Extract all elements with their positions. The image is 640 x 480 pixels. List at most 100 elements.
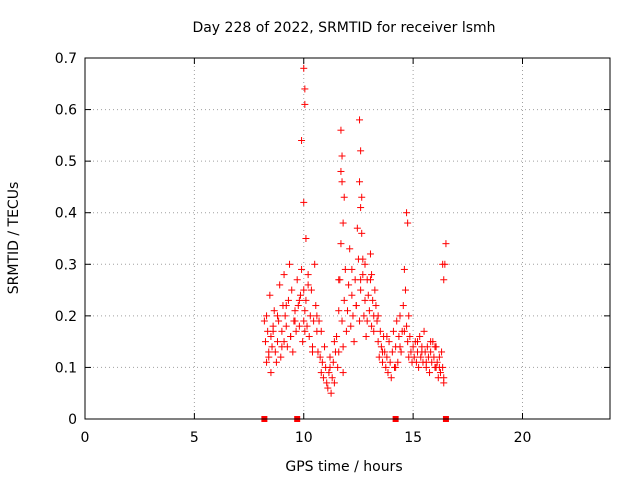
data-point xyxy=(303,322,311,330)
data-point xyxy=(278,327,286,335)
data-point xyxy=(348,291,356,299)
data-point xyxy=(357,204,365,212)
data-point xyxy=(362,332,370,340)
data-point xyxy=(365,307,373,315)
data-point xyxy=(363,317,371,325)
data-point xyxy=(373,317,381,325)
data-point xyxy=(277,353,285,361)
x-axis-label: GPS time / hours xyxy=(285,459,402,475)
axis-ticks xyxy=(84,57,610,420)
data-point xyxy=(358,193,366,201)
data-point xyxy=(269,327,277,335)
data-point xyxy=(427,338,435,346)
y-tick-label: 0 xyxy=(68,412,77,428)
data-point xyxy=(298,265,306,273)
data-point xyxy=(353,224,361,232)
data-point xyxy=(299,338,307,346)
data-point xyxy=(301,327,309,335)
data-point xyxy=(282,322,290,330)
data-point xyxy=(377,343,385,351)
data-point xyxy=(338,152,346,160)
data-point xyxy=(357,286,365,294)
data-point xyxy=(438,348,446,356)
data-point xyxy=(301,85,309,93)
x-tick-label: 15 xyxy=(404,430,422,446)
data-point xyxy=(341,265,349,273)
data-point xyxy=(416,332,424,340)
y-tick-label: 0.2 xyxy=(55,309,77,325)
data-point xyxy=(439,260,447,268)
data-point xyxy=(260,317,268,325)
data-point xyxy=(313,312,321,320)
data-point xyxy=(288,286,296,294)
data-point xyxy=(346,245,354,253)
y-tick-label: 0.7 xyxy=(55,51,77,67)
data-point xyxy=(404,219,412,227)
data-point xyxy=(369,296,377,304)
data-point xyxy=(302,296,310,304)
data-point xyxy=(304,281,312,289)
plot-frame xyxy=(84,57,611,420)
data-point xyxy=(271,348,279,356)
data-point xyxy=(300,64,308,72)
data-point xyxy=(418,348,426,356)
data-point xyxy=(315,317,323,325)
data-point xyxy=(432,363,440,371)
data-point xyxy=(265,348,273,356)
data-point xyxy=(375,353,383,361)
data-point xyxy=(289,348,297,356)
data-point xyxy=(338,178,346,186)
data-point xyxy=(340,193,348,201)
data-point xyxy=(342,327,350,335)
chart-title: Day 228 of 2022, SRMTID for receiver lsm… xyxy=(192,20,495,36)
data-point xyxy=(316,353,324,361)
data-point xyxy=(286,260,294,268)
data-point xyxy=(282,302,290,310)
data-point xyxy=(399,302,407,310)
data-point xyxy=(387,374,395,382)
data-point xyxy=(409,343,417,351)
data-point xyxy=(370,327,378,335)
data-point xyxy=(350,338,358,346)
y-tick-label: 0.3 xyxy=(55,257,77,273)
data-point xyxy=(396,343,404,351)
data-point xyxy=(323,379,331,387)
data-point xyxy=(335,307,343,315)
data-point xyxy=(330,379,338,387)
data-point xyxy=(357,147,365,155)
data-point xyxy=(267,332,275,340)
data-point xyxy=(358,229,366,237)
data-point xyxy=(347,322,355,330)
data-point xyxy=(412,358,420,366)
data-point xyxy=(379,358,386,366)
data-point xyxy=(339,219,347,227)
data-point xyxy=(301,307,309,315)
data-point xyxy=(414,338,421,346)
data-point xyxy=(389,327,397,335)
data-point xyxy=(291,317,299,325)
data-point xyxy=(397,348,405,356)
data-point xyxy=(420,327,428,335)
data-point xyxy=(360,312,368,320)
data-point xyxy=(407,348,415,356)
data-point xyxy=(281,312,289,320)
data-point xyxy=(294,302,302,310)
data-point xyxy=(357,276,365,284)
data-point xyxy=(405,312,413,320)
data-point xyxy=(374,338,382,346)
data-point xyxy=(361,296,369,304)
data-point xyxy=(404,338,412,346)
x-tick-label: 20 xyxy=(514,430,532,446)
data-point xyxy=(326,363,334,371)
data-point xyxy=(295,296,303,304)
data-point xyxy=(356,178,364,186)
data-point xyxy=(305,332,313,340)
data-point xyxy=(335,348,343,356)
data-point xyxy=(300,317,308,325)
data-point xyxy=(388,348,396,356)
data-point xyxy=(339,343,347,351)
data-point xyxy=(337,240,345,248)
data-point xyxy=(295,322,303,330)
data-point xyxy=(359,271,367,279)
y-tick-label: 0.6 xyxy=(55,103,77,119)
